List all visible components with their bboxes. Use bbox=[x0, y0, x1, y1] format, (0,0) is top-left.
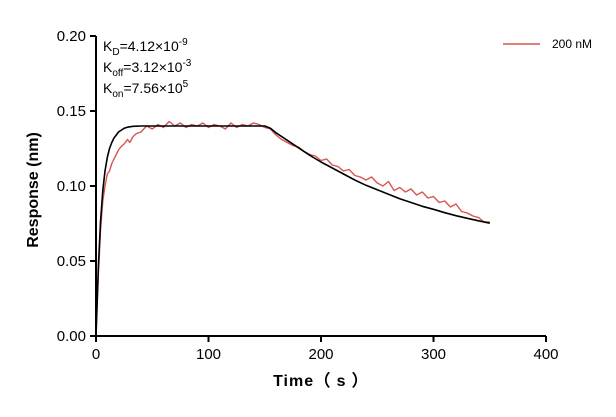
annotation-subscript: on bbox=[112, 89, 123, 100]
annotation-subscript: off bbox=[112, 68, 123, 79]
annotation-subscript: D bbox=[112, 47, 119, 58]
annotation-exponent: 5 bbox=[183, 79, 189, 90]
annotation-value: =4.12×10 bbox=[120, 38, 179, 54]
x-tick-label: 400 bbox=[533, 346, 558, 363]
y-tick-label: 0.15 bbox=[57, 103, 86, 120]
annotation-value: =7.56×10 bbox=[123, 80, 182, 96]
series-group bbox=[95, 120, 490, 337]
x-tick-label: 0 bbox=[92, 346, 100, 363]
annotation-base: K bbox=[103, 59, 113, 75]
axes-group: 0 100 200 300 400 0.00 0.05 0.10 0.15 0.20 bbox=[57, 28, 559, 363]
annotation-exponent: -9 bbox=[179, 37, 188, 48]
legend: 200 nM bbox=[503, 37, 592, 51]
series-line-200-nm bbox=[95, 120, 490, 337]
legend-label: 200 nM bbox=[552, 37, 592, 51]
y-tick-label: 0.10 bbox=[57, 178, 86, 195]
annotation-k-off: Koff=3.12×10-3 bbox=[103, 58, 192, 79]
x-tick-label: 200 bbox=[308, 346, 333, 363]
y-axis-label: Response (nm) bbox=[25, 132, 42, 248]
x-tick-label: 100 bbox=[196, 346, 221, 363]
annotation-exponent: -3 bbox=[182, 58, 191, 69]
annotation-base: K bbox=[103, 80, 113, 96]
fit-curve-line bbox=[95, 125, 490, 337]
x-tick-label: 300 bbox=[421, 346, 446, 363]
annotation-value: =3.12×10 bbox=[123, 59, 182, 75]
y-tick-label: 0.05 bbox=[57, 253, 86, 270]
x-axis-label: Time（ s ） bbox=[273, 372, 369, 390]
annotation-k-on: Kon=7.56×105 bbox=[103, 79, 189, 100]
annotation-base: K bbox=[103, 38, 113, 54]
annotation-k-d: KD=4.12×10-9 bbox=[103, 37, 188, 58]
y-tick-label: 0.00 bbox=[57, 328, 86, 345]
y-tick-label: 0.20 bbox=[57, 28, 86, 45]
